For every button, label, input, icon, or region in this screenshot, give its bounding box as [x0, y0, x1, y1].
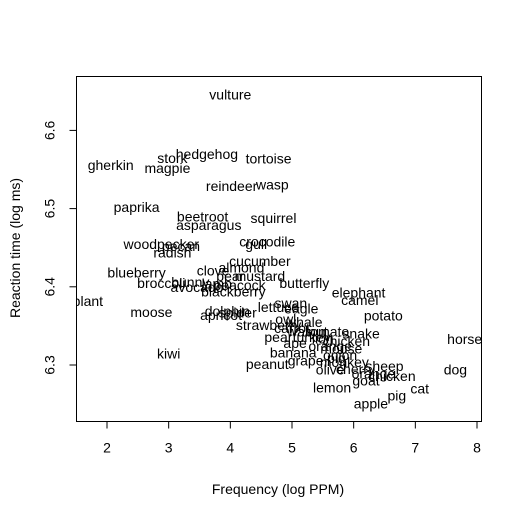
point-label: lion: [312, 330, 334, 346]
x-tick-label: 4: [226, 440, 234, 456]
x-tick-label: 8: [473, 440, 481, 456]
point-label: walnut: [286, 323, 328, 339]
point-label: carrot: [274, 320, 310, 336]
y-tick-label: 6.4: [42, 277, 58, 297]
point-label: peanut: [246, 356, 289, 372]
point-label: pig: [387, 388, 406, 404]
point-label: eggplant: [49, 293, 103, 309]
point-label: pecan: [162, 238, 200, 254]
point-label: clove: [197, 262, 230, 278]
point-label: owl: [275, 311, 296, 327]
point-label: goat: [352, 373, 379, 389]
point-label: snake: [342, 326, 380, 342]
point-label: cat: [410, 381, 429, 397]
point-label: ape: [283, 335, 307, 351]
point-label: woodpecker: [123, 236, 200, 252]
point-label: orange: [352, 366, 396, 382]
point-label: cherry: [336, 361, 375, 377]
point-label: asparagus: [176, 217, 241, 233]
point-label: banana: [270, 345, 317, 361]
point-label: broccoli: [137, 275, 185, 291]
point-label: magpie: [144, 160, 190, 176]
point-label: bunny: [171, 274, 209, 290]
point-label: lamb: [202, 276, 233, 292]
point-label: eagle: [284, 301, 318, 317]
point-label: spider: [219, 305, 257, 321]
point-label: horse: [447, 331, 482, 347]
y-tick-label: 6.5: [42, 199, 58, 219]
point-label: tortoise: [246, 151, 292, 167]
point-label: mouse: [320, 341, 362, 357]
point-label: camel: [341, 292, 378, 308]
point-label: blueberry: [107, 265, 165, 281]
point-label: grape: [288, 352, 324, 368]
point-label: hedgehog: [176, 146, 238, 162]
point-label: apricot: [200, 307, 242, 323]
x-tick-label: 2: [103, 440, 111, 456]
x-tick-label: 7: [411, 440, 419, 456]
point-label: beetroot: [177, 208, 228, 224]
point-label: orange: [308, 338, 352, 354]
y-axis-title: Reaction time (log ms): [7, 178, 23, 318]
point-label: potato: [364, 308, 403, 324]
point-label: reindeer: [206, 178, 258, 194]
point-label: blackberry: [201, 284, 266, 300]
point-label: lettuce: [258, 299, 299, 315]
x-tick-label: 6: [350, 440, 358, 456]
point-label: dog: [444, 362, 467, 378]
point-label: radish: [153, 244, 191, 260]
point-label: chicken: [323, 333, 370, 349]
y-tick-label: 6.3: [42, 355, 58, 375]
point-label: tomato: [306, 323, 349, 339]
point-label: mustard: [235, 268, 286, 284]
point-label: butterfly: [279, 275, 329, 291]
point-label: almond: [218, 259, 264, 275]
x-axis-title: Frequency (log PPM): [212, 481, 344, 497]
point-label: paprika: [114, 199, 160, 215]
point-label: swan: [274, 295, 307, 311]
x-tick-label: 3: [165, 440, 173, 456]
point-label: whale: [285, 314, 323, 330]
point-label: sheep: [365, 358, 403, 374]
point-label: vulture: [209, 86, 251, 102]
point-label: gull: [245, 236, 267, 252]
x-axis: 2 3 4 5 6 7 8: [103, 421, 481, 456]
point-label: stork: [157, 150, 188, 166]
point-label: crocodile: [239, 233, 295, 249]
point-label: lemon: [313, 380, 351, 396]
point-label: pear: [216, 268, 244, 284]
point-label: kiwi: [157, 345, 180, 361]
point-label: peacock: [214, 277, 267, 293]
y-tick-label: 6.6: [42, 120, 58, 140]
point-label: turkey: [293, 329, 331, 345]
point-label: elephant: [332, 284, 386, 300]
point-label: avocado: [171, 279, 224, 295]
point-label: gherkin: [88, 157, 134, 173]
point-label: wasp: [255, 176, 289, 192]
point-label: olive: [316, 362, 345, 378]
point-label: onion: [323, 347, 357, 363]
point-label: apple: [354, 395, 388, 411]
point-label: pig: [327, 350, 346, 366]
point-label: monkey: [320, 354, 369, 370]
point-label: strawberry: [236, 317, 301, 333]
point-label: chicken: [368, 368, 415, 384]
x-tick-label: 5: [288, 440, 296, 456]
point-label: dolphin: [205, 303, 250, 319]
point-label: pear: [264, 329, 292, 345]
point-label: moose: [130, 304, 172, 320]
point-label: cucumber: [229, 253, 291, 269]
point-label: squirrel: [251, 210, 297, 226]
y-axis: 6.3 6.4 6.5 6.6: [42, 120, 77, 375]
